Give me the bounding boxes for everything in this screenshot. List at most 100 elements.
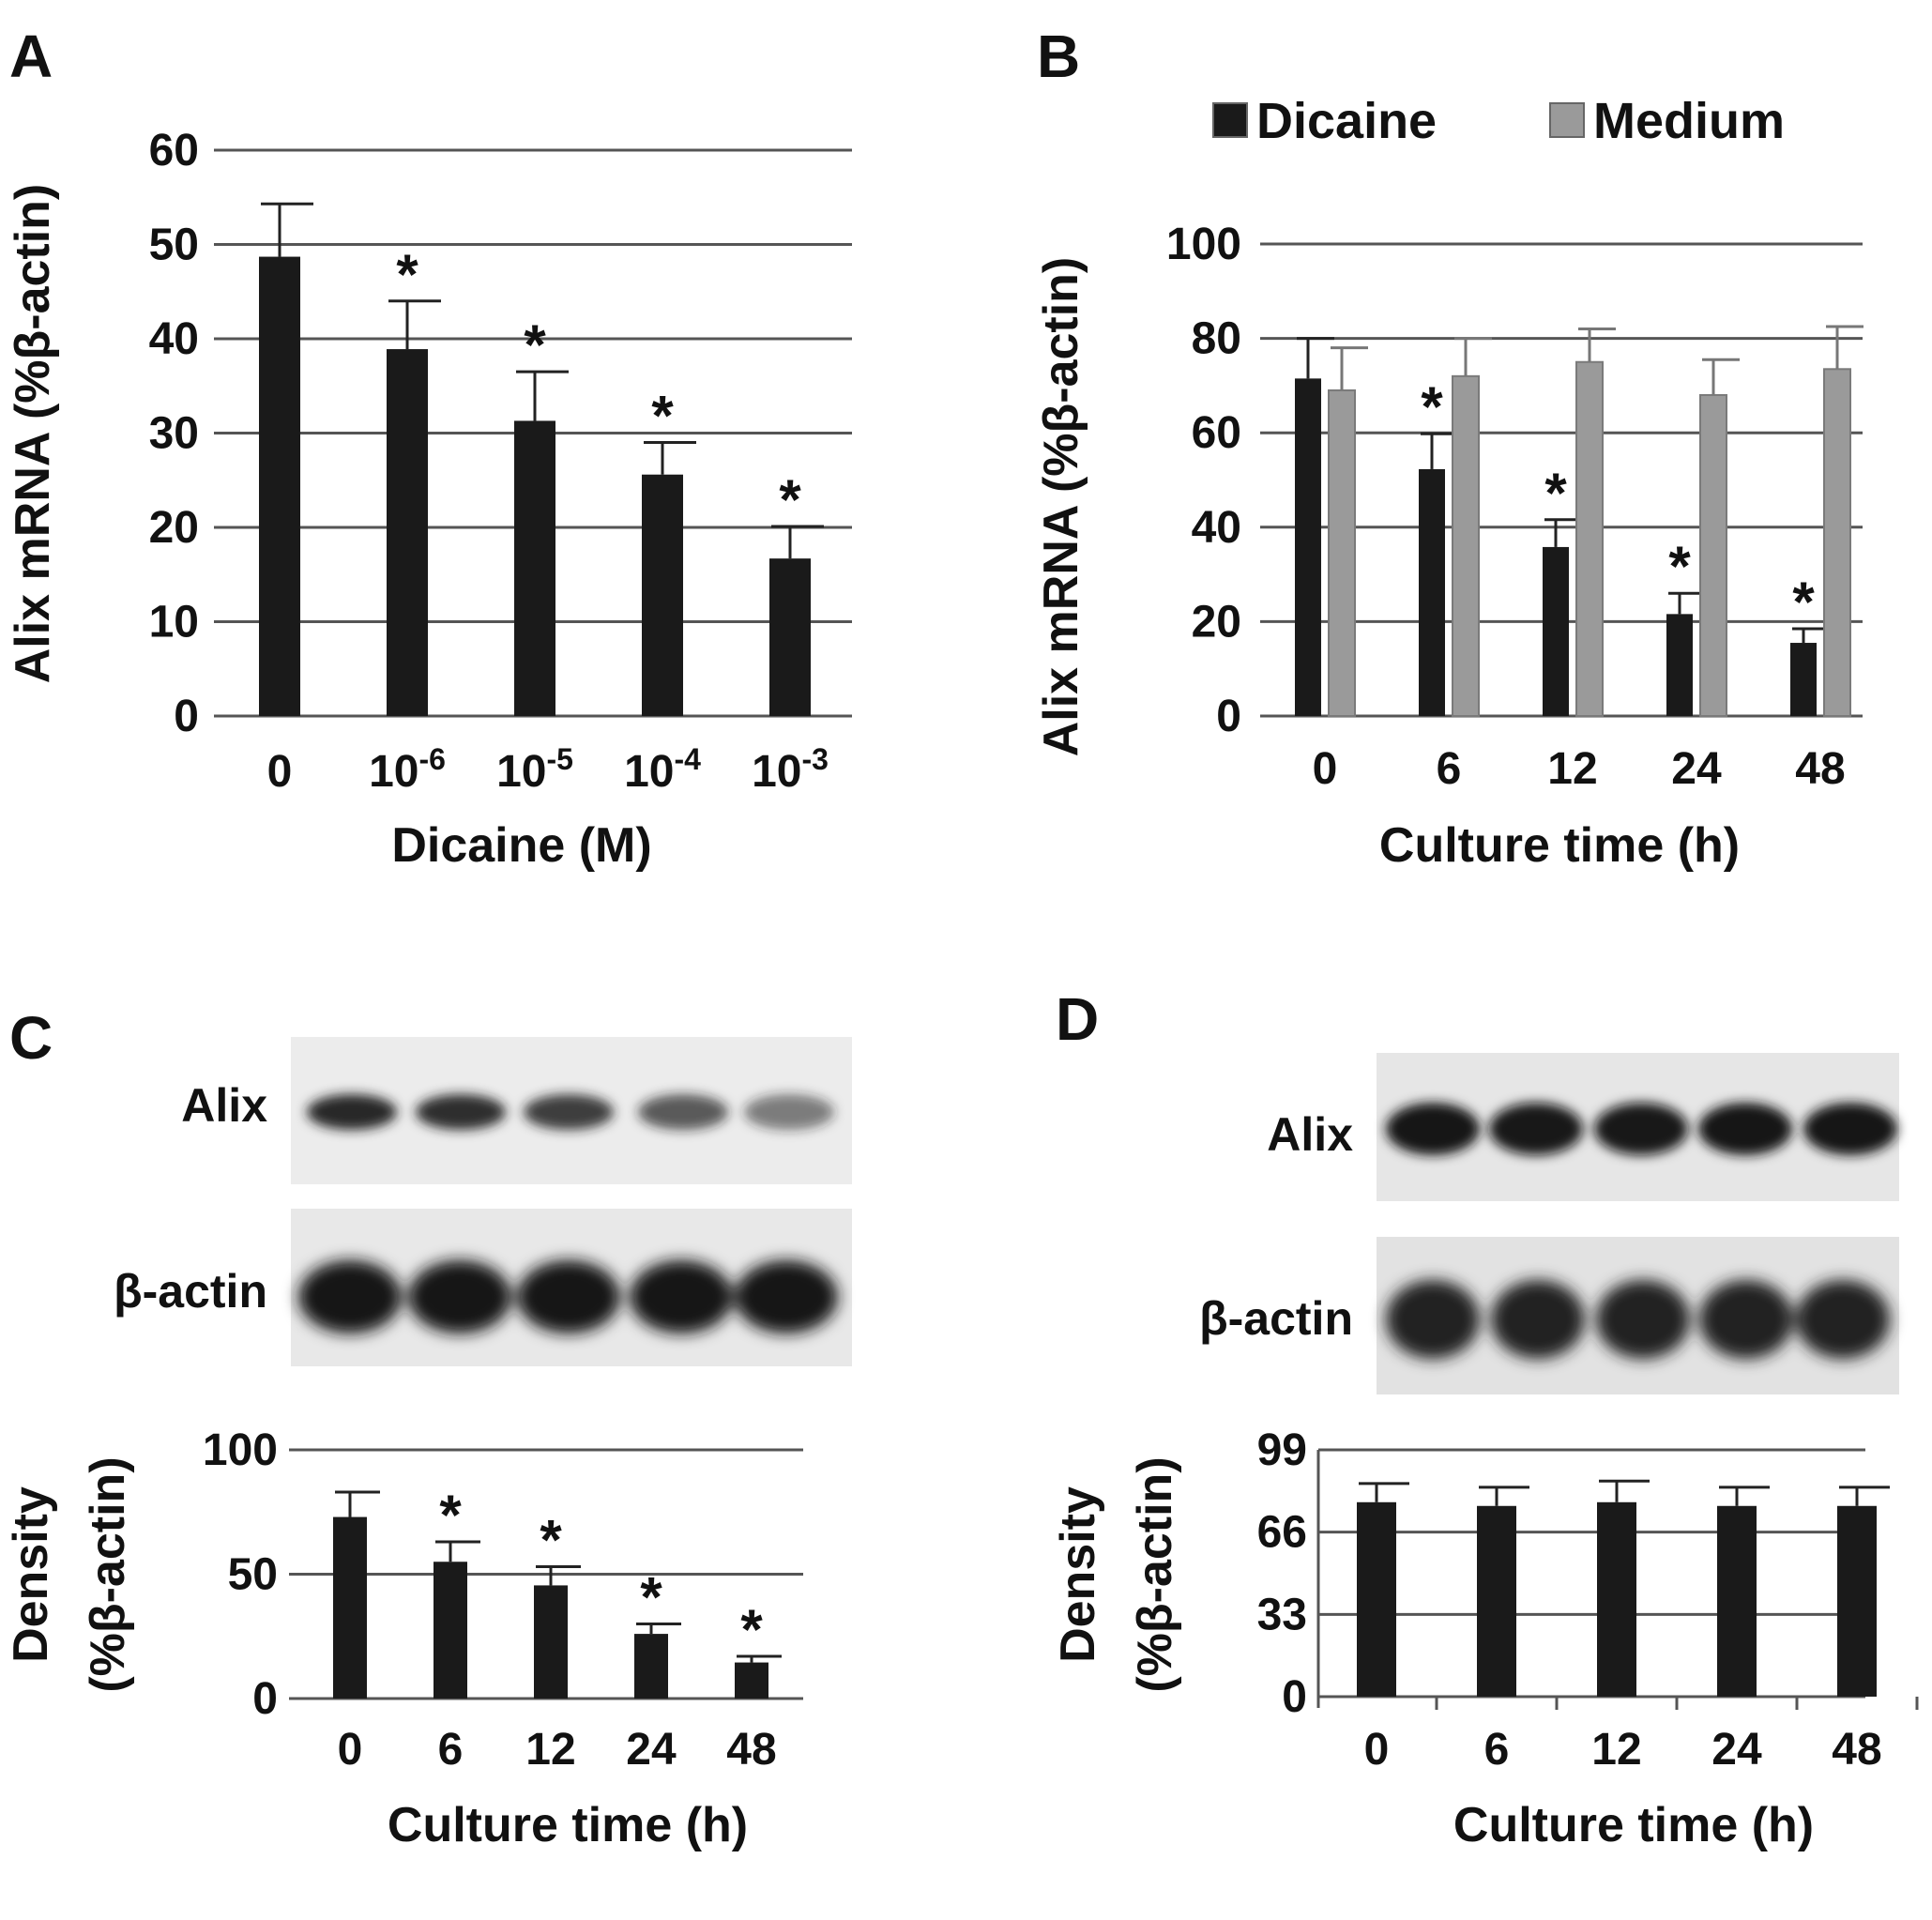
blot-label-beta-actin: β-actin: [114, 1265, 267, 1318]
bar: [642, 474, 683, 716]
panel-letter-b: B: [1037, 23, 1080, 90]
y-tick-label: 10: [149, 598, 199, 648]
significance-star: *: [740, 1598, 763, 1661]
y-tick-label: 0: [1216, 692, 1241, 741]
bar: [333, 1516, 367, 1699]
bar: [735, 1662, 768, 1699]
x-tick-label: 48: [1832, 1725, 1881, 1775]
blot-label-alix: Alix: [181, 1079, 267, 1132]
y-tick-label: 0: [252, 1674, 278, 1724]
significance-star: *: [1668, 535, 1691, 598]
bar: [1452, 374, 1480, 717]
x-tick-label: 48: [726, 1725, 776, 1775]
bar: [1357, 1501, 1396, 1697]
x-tick-label: 10-6: [369, 742, 446, 797]
y-tick-label: 0: [1282, 1672, 1307, 1722]
blot-band: [1491, 1280, 1585, 1359]
blot-band: [630, 1260, 733, 1333]
y-tick-label: 30: [149, 409, 199, 459]
y-tick-label: 0: [174, 692, 199, 741]
bar: [387, 349, 428, 716]
y-axis-title: Alix mRNA (%β-actin): [6, 184, 60, 684]
blot-band: [1699, 1280, 1793, 1359]
chart-b: 0 20 40 60 80 100 0 * 6 * 12 * 24 * 48 Culture time (h)…: [1034, 93, 1864, 873]
y-tick-label: 100: [203, 1425, 278, 1475]
x-tick-label: 0: [267, 747, 293, 797]
bar: [1477, 1505, 1516, 1697]
blot-label-beta-actin: β-actin: [1199, 1292, 1353, 1345]
bar: [1575, 360, 1604, 717]
x-tick-label: 6: [438, 1725, 464, 1775]
panel-letter-c: C: [9, 1004, 53, 1072]
chart-d: 0 33 66 99 0 6 12 24 48 Culture time (h) Density (%…: [1051, 1425, 1919, 1852]
chart-c: 0 50 100 0 * 6 * 12 * 24 * 48 Culture time (h) Densit…: [4, 1425, 803, 1852]
bar: [1597, 1501, 1636, 1697]
bar: [514, 420, 555, 716]
y-axis-title: Density: [1051, 1486, 1105, 1663]
chart-a: 0 10 20 30 40 50 60 0 * 10-6 * 10-5 * 10-4 * 10-3 Dicain…: [6, 126, 852, 873]
bar: [1699, 393, 1727, 717]
y-axis-title: Alix mRNA (%β-actin): [1034, 257, 1088, 757]
blot-band: [307, 1094, 397, 1130]
western-blot-d: Alix β-actin: [1199, 1053, 1899, 1394]
y-tick-label: 99: [1257, 1425, 1307, 1475]
y-tick-label: 50: [228, 1550, 278, 1600]
x-tick-label: 6: [1484, 1725, 1510, 1775]
bar: [1717, 1505, 1757, 1697]
x-tick-label: 0: [1313, 744, 1338, 794]
blot-band: [1796, 1280, 1890, 1359]
blot-band: [408, 1260, 511, 1333]
y-tick-label: 100: [1166, 220, 1241, 269]
y-tick-label: 60: [149, 126, 199, 175]
x-tick-label: 12: [1591, 1725, 1641, 1775]
blot-band: [1386, 1103, 1480, 1155]
x-tick-label: 0: [1364, 1725, 1390, 1775]
significance-star: *: [1792, 571, 1815, 633]
bar: [634, 1634, 668, 1699]
blot-band: [298, 1260, 402, 1333]
blot-band: [1698, 1103, 1792, 1155]
x-axis-title: Culture time (h): [1379, 818, 1740, 873]
x-tick-label: 0: [338, 1725, 363, 1775]
y-tick-label: 60: [1192, 408, 1241, 458]
bar: [1837, 1505, 1877, 1697]
x-tick-label: 10-5: [496, 742, 573, 797]
panel-letter-a: A: [9, 23, 53, 90]
y-tick-label: 33: [1257, 1590, 1307, 1639]
y-tick-label: 20: [149, 503, 199, 553]
x-tick-label: 10-4: [624, 742, 701, 797]
bar: [769, 558, 811, 716]
x-axis-title: Culture time (h): [388, 1798, 748, 1852]
bar: [1295, 378, 1321, 716]
western-blot-c: Alix β-actin: [114, 1037, 852, 1366]
significance-star: *: [640, 1566, 662, 1629]
bar: [534, 1585, 568, 1699]
significance-star: *: [779, 468, 801, 531]
blot-band: [517, 1260, 620, 1333]
significance-star: *: [1421, 375, 1443, 438]
significance-star: *: [524, 313, 546, 376]
y-tick-label: 80: [1192, 314, 1241, 364]
bar: [434, 1562, 467, 1699]
blot-band: [1594, 1103, 1688, 1155]
legend-label: Medium: [1593, 93, 1785, 149]
blot-band: [524, 1094, 614, 1130]
blot-band: [735, 1260, 838, 1333]
x-tick-label: 24: [626, 1725, 677, 1775]
bar: [1419, 468, 1445, 716]
bar: [1666, 614, 1693, 716]
blot-band: [416, 1094, 506, 1130]
y-axis-title: (%β-actin): [81, 1456, 135, 1692]
x-tick-label: 12: [525, 1725, 575, 1775]
panel-letter-d: D: [1056, 985, 1099, 1053]
y-tick-label: 20: [1192, 597, 1241, 647]
significance-star: *: [651, 385, 674, 448]
legend-label: Dicaine: [1256, 93, 1437, 149]
x-tick-label: 12: [1547, 744, 1597, 794]
legend-swatch: [1549, 102, 1585, 138]
significance-star: *: [1544, 462, 1567, 525]
blot-band: [744, 1094, 834, 1130]
significance-star: *: [540, 1509, 562, 1572]
blot-band: [1386, 1280, 1480, 1359]
significance-star: *: [396, 243, 418, 306]
